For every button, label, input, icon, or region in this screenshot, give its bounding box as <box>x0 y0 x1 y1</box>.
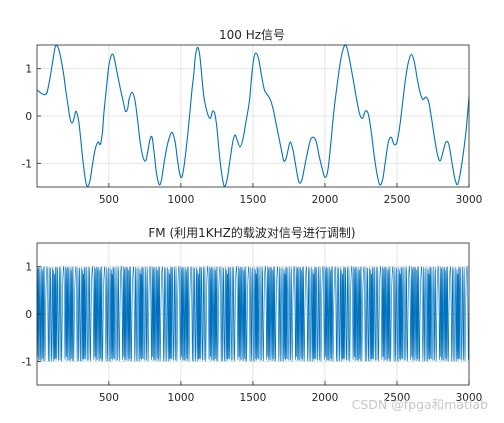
x-tick-label: 1000 <box>168 194 195 206</box>
x-tick-label: 3000 <box>456 194 483 206</box>
x-tick-label: 1000 <box>168 392 195 404</box>
top-axes: 100 Hz信号 500 1000 1500 2000 2500 3000 1 0 -1 <box>22 28 483 206</box>
x-tick-label: 1500 <box>240 194 267 206</box>
bottom-axes-box <box>36 242 470 386</box>
x-tick-label: 3000 <box>456 392 483 404</box>
y-tick-label: 1 <box>25 262 32 274</box>
x-tick-label: 500 <box>99 392 119 404</box>
bottom-tick-labels: 500 1000 1500 2000 2500 3000 1 0 -1 <box>22 262 483 404</box>
y-tick-label: 0 <box>25 111 32 123</box>
x-tick-label: 2000 <box>312 194 339 206</box>
bottom-axes: FM (利用1KHZ的载波对信号进行调制) 500 1000 1500 2000 250… <box>22 225 483 404</box>
y-tick-label: 0 <box>25 309 32 321</box>
x-tick-label: 2000 <box>312 392 339 404</box>
watermark: CSDN @fpga和matlab <box>351 397 488 412</box>
top-axes-box <box>36 44 470 188</box>
fm-signal-line <box>36 265 470 362</box>
y-tick-label: 1 <box>25 64 32 76</box>
signal-line <box>36 44 470 187</box>
bottom-series-line <box>36 265 470 362</box>
top-chart-title: 100 Hz信号 <box>219 28 285 42</box>
y-tick-label: -1 <box>22 158 32 170</box>
top-series-line <box>36 44 470 187</box>
x-tick-label: 2500 <box>384 392 411 404</box>
x-tick-label: 1500 <box>240 392 267 404</box>
x-tick-label: 500 <box>99 194 119 206</box>
bottom-chart-title: FM (利用1KHZ的载波对信号进行调制) <box>148 225 355 240</box>
y-tick-label: -1 <box>22 356 32 368</box>
top-tick-labels: 500 1000 1500 2000 2500 3000 1 0 -1 <box>22 64 483 206</box>
x-tick-label: 2500 <box>384 194 411 206</box>
